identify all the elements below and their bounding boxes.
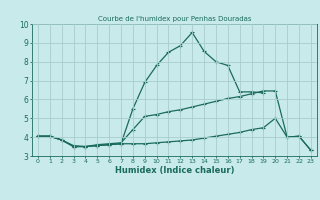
X-axis label: Humidex (Indice chaleur): Humidex (Indice chaleur)	[115, 166, 234, 175]
Title: Courbe de l'humidex pour Penhas Douradas: Courbe de l'humidex pour Penhas Douradas	[98, 16, 251, 22]
